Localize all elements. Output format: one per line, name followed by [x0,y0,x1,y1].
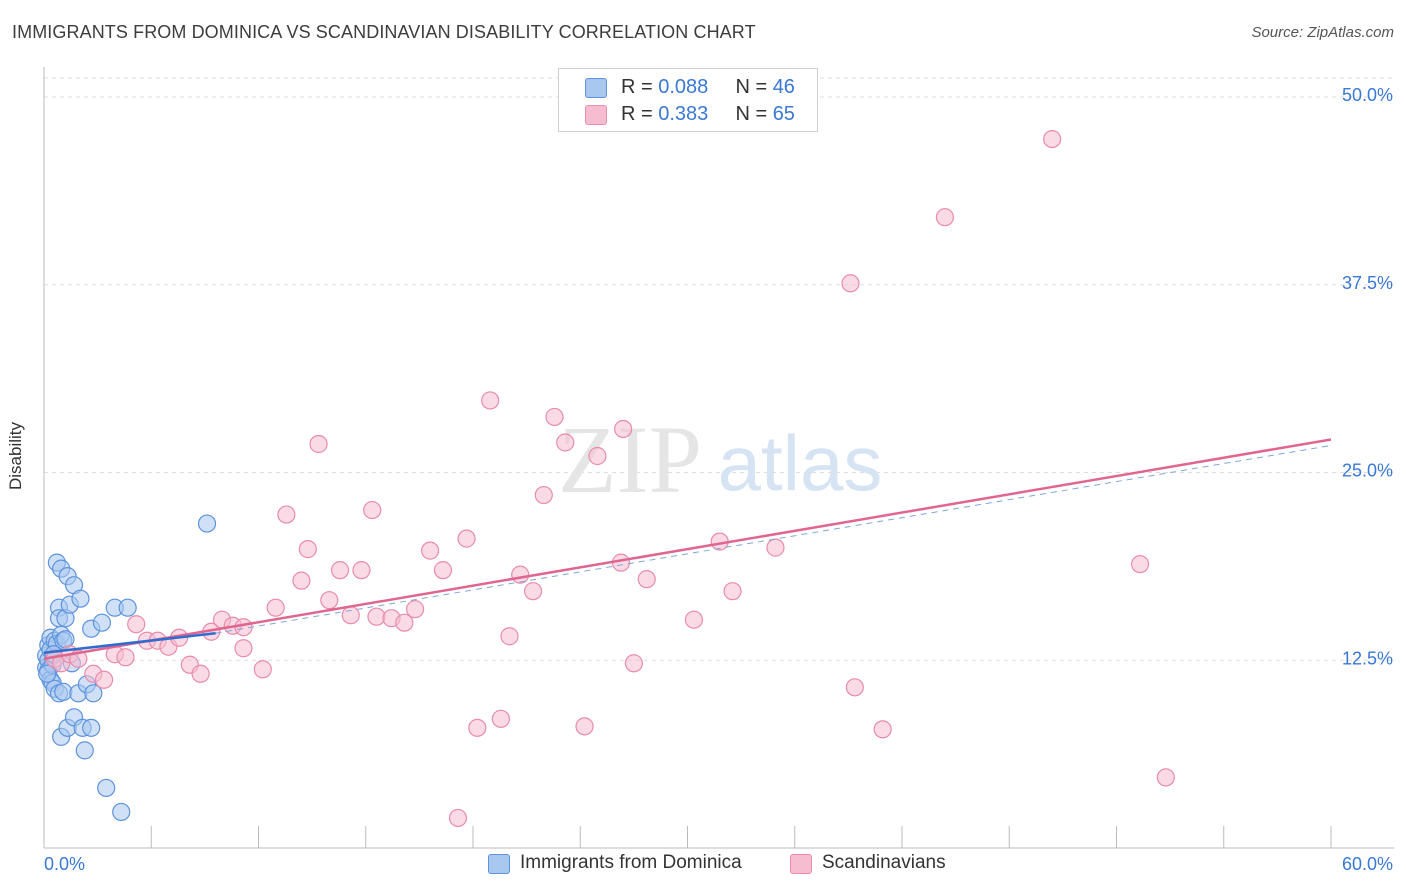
point-scandinavian [523,582,543,601]
bottom-legend-label: Immigrants from Dominica [520,852,742,873]
legend-swatch-pink [585,105,607,125]
point-scandinavian [575,717,594,736]
point-dominica [71,589,90,608]
trend-lines [43,438,1332,660]
legend-r-label: R = [621,76,659,98]
point-dominica [84,684,103,703]
point-scandinavian [191,664,210,683]
legend-swatch-blue [585,78,607,98]
point-scandinavian [277,505,296,524]
point-scandinavian [534,485,553,505]
point-scandinavian [234,639,253,658]
point-dominica [197,514,217,533]
point-scandinavian [298,540,317,559]
source-label: Source: ZipAtlas.com [1251,24,1394,41]
point-scandinavian [545,407,564,427]
point-scandinavian [421,541,440,560]
point-scandinavian [500,627,519,646]
point-scandinavian [481,391,500,410]
y-tick-label: 12.5% [1342,648,1393,668]
point-scandinavian [468,718,487,737]
x-tick-label: 0.0% [44,854,85,874]
point-dominica [75,741,94,760]
y-tick-label: 50.0% [1342,85,1393,105]
point-scandinavian [395,613,414,632]
y-tick-label: 25.0% [1342,461,1393,481]
point-scandinavian [320,591,339,610]
tick-labels: 12.5% 25.0% 37.5% 50.0% 0.0% 60.0% [44,85,1393,874]
point-scandinavian [457,529,476,548]
legend-r-value: 0.088 [658,76,709,98]
legend-r-label: R = [621,103,659,125]
watermark: ZIP atlas [558,406,882,513]
legend-n-value: 46 [772,76,795,98]
point-scandinavian [405,600,425,619]
point-scandinavian [684,610,704,629]
x-tick-label: 60.0% [1342,854,1393,874]
legend-n-value: 65 [772,103,795,125]
point-dominica [82,718,101,737]
point-scandinavian [491,709,510,728]
point-scandinavian [116,648,135,667]
point-scandinavian [624,654,643,673]
point-dominica [97,778,116,798]
point-scandinavian [253,660,272,679]
point-scandinavian [448,808,468,828]
point-dominica [54,682,73,701]
bottom-legend-swatch-pink [790,854,812,874]
point-scandinavian [309,434,328,454]
axes [43,67,1394,849]
point-dominica [112,802,131,822]
point-dominica [118,598,137,617]
legend-n-label: N = [735,103,773,125]
point-dominica [56,630,75,649]
series-immigrants-from-dominica [37,514,217,822]
point-scandinavian [1130,555,1150,574]
point-scandinavian [330,561,350,580]
chart-title: IMMIGRANTS FROM DOMINICA VS SCANDINAVIAN… [12,22,756,42]
point-scandinavian [935,208,955,227]
point-scandinavian [94,670,114,689]
point-dominica [38,664,57,683]
grid-lines [44,77,1394,661]
point-scandinavian [845,678,864,697]
point-scandinavian [1156,768,1175,787]
point-scandinavian [841,274,860,293]
point-scandinavian [723,582,742,601]
point-scandinavian [266,598,285,617]
point-scandinavian [352,561,371,580]
point-scandinavian [1043,129,1062,149]
bottom-legend-label: Scandinavians [822,852,946,873]
legend: R = 0.088 N = 46 R = 0.383 N = 65 [558,68,818,132]
point-scandinavian [588,446,607,466]
trend-dominica-extension [215,444,1332,634]
legend-r-value: 0.383 [658,103,709,125]
trend-scandinavians [43,438,1332,660]
point-scandinavian [511,565,530,584]
point-scandinavian [292,571,311,590]
point-scandinavian [556,433,575,452]
point-scandinavian [433,561,453,580]
point-scandinavian [363,500,382,520]
bottom-legend-swatch-blue [488,854,510,874]
point-dominica [92,613,112,632]
watermark-zip: ZIP [558,406,702,513]
point-scandinavian [614,419,633,439]
point-scandinavian [873,720,892,739]
point-scandinavian [127,615,146,634]
y-tick-label: 37.5% [1342,273,1393,293]
point-scandinavian [637,570,656,589]
trend-dominica [43,631,216,654]
point-scandinavian [367,607,386,626]
point-scandinavian [766,538,785,557]
legend-n-label: N = [735,76,773,98]
watermark-atlas: atlas [718,419,883,507]
